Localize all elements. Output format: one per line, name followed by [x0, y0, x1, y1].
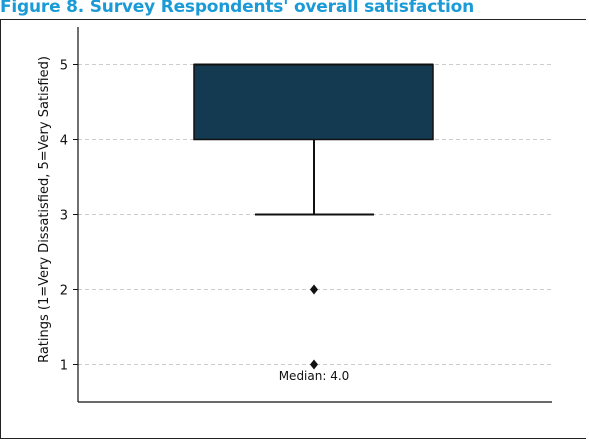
outlier-point-0 [310, 284, 318, 295]
gridlines [78, 64, 552, 365]
figure-frame [0, 19, 586, 439]
y-tick-label-4: 4 [60, 134, 68, 149]
figure-title: Figure 8. Survey Respondents' overall sa… [0, 0, 475, 17]
median-annotation: Median: 4.0 [279, 369, 350, 383]
y-tick-label-5: 5 [60, 59, 68, 74]
chart-marks [193, 63, 434, 370]
y-tick-label-2: 2 [60, 284, 68, 299]
axes: 1 2 3 4 5 [60, 27, 552, 403]
outlier-point-1 [310, 359, 318, 370]
box-iqr [193, 63, 434, 141]
y-axis-label: Ratings (1=Very Dissatisfied, 5=Very Sat… [37, 56, 52, 363]
y-tick-label-3: 3 [60, 209, 68, 224]
y-tick-label-1: 1 [60, 359, 68, 374]
